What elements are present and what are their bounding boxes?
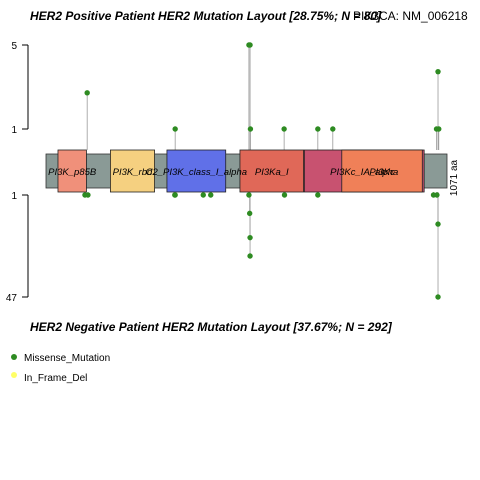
legend-marker-missense <box>11 354 17 360</box>
domain-label: PI3K_p85B <box>48 167 97 178</box>
domain-label: PI3Kc <box>369 167 395 178</box>
domain-label: PI3Ka_I <box>255 167 289 178</box>
mutation-point <box>315 126 321 132</box>
domain-label: PI3K_rbd <box>113 167 153 178</box>
mutation-point <box>172 192 178 198</box>
mutation-point <box>200 192 206 198</box>
mutation-points <box>82 42 442 300</box>
gene-label: PIK3CA: NM_006218 <box>353 9 468 23</box>
domain-label: C2_PI3K_class_I_alpha <box>146 167 247 178</box>
legend-label-inframe-del: In_Frame_Del <box>24 373 87 384</box>
y-tick-label: 1 <box>11 125 17 136</box>
mutation-point <box>208 192 214 198</box>
legend-marker-inframe-del <box>11 372 17 378</box>
mutation-point <box>281 126 287 132</box>
mutation-point <box>315 192 321 198</box>
chart-title-positive: HER2 Positive Patient HER2 Mutation Layo… <box>30 9 382 23</box>
domain-box <box>57 149 87 193</box>
mutation-point <box>435 68 441 75</box>
mutation-point <box>247 234 253 241</box>
domain-box <box>166 149 227 193</box>
domain-box <box>341 149 423 193</box>
mutation-point <box>247 126 254 132</box>
mutation-point <box>172 126 178 132</box>
mutation-point <box>435 294 441 300</box>
y-tick-label: 47 <box>6 293 18 304</box>
domain-label: PI3Kc_IA_alpha <box>330 167 398 178</box>
legend-label-missense: Missense_Mutation <box>24 353 110 364</box>
domain-box <box>109 149 155 193</box>
mutation-point <box>85 192 91 198</box>
mutation-point <box>436 126 442 132</box>
y-axis: 5 1 1 47 <box>6 41 29 304</box>
protein-length-label: 1071 aa <box>449 159 460 196</box>
mutation-point <box>246 192 252 198</box>
mutation-point <box>435 221 441 227</box>
mutation-point <box>246 210 253 217</box>
mutation-point <box>281 192 288 198</box>
mutation-point <box>84 90 90 96</box>
legend: Missense_Mutation In_Frame_Del <box>11 353 110 384</box>
y-tick-label: 5 <box>11 41 17 52</box>
domain-box <box>239 149 304 193</box>
chart-title-negative: HER2 Negative Patient HER2 Mutation Layo… <box>30 320 393 334</box>
mutation-point <box>330 126 336 132</box>
mutation-point <box>434 192 440 198</box>
mutation-point <box>247 42 253 48</box>
mutation-point <box>247 253 253 259</box>
y-tick-label: 1 <box>11 191 17 202</box>
